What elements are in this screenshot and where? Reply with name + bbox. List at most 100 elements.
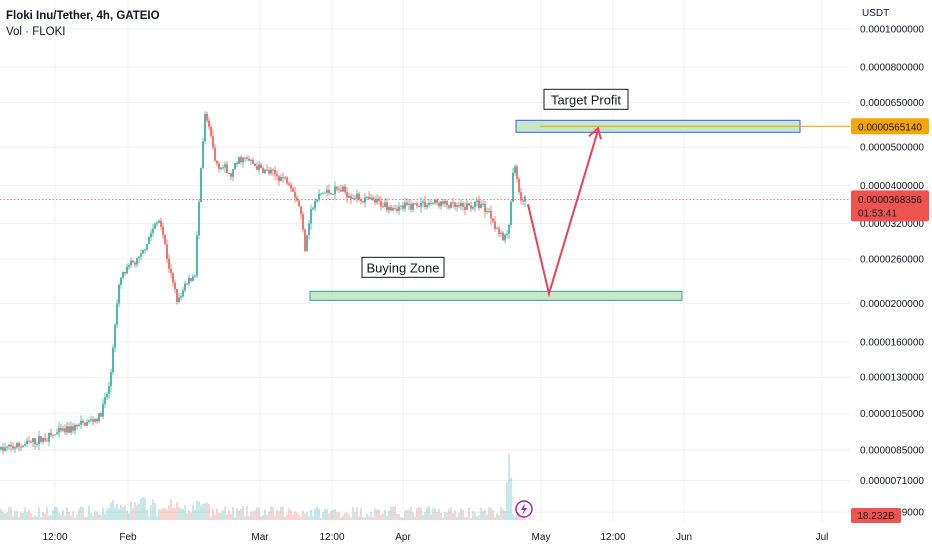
candle-body [174, 282, 176, 290]
candle-body [62, 428, 64, 431]
candle-body [488, 210, 490, 212]
volume-bar [486, 514, 488, 520]
volume-bar [260, 516, 262, 520]
volume-bar [100, 515, 102, 520]
volume-bar [324, 508, 326, 520]
candle-body [80, 420, 82, 425]
volume-bar [80, 506, 82, 520]
candle-body [328, 189, 330, 194]
candle-body [240, 156, 242, 163]
candle-body [84, 422, 86, 426]
candle-body [254, 163, 256, 166]
volume-bar [404, 510, 406, 520]
candle-body [372, 197, 374, 200]
candle-body [34, 438, 36, 445]
candle-body [370, 197, 372, 200]
candle-body [400, 205, 402, 207]
volume-bar [208, 504, 210, 520]
volume-bar [104, 513, 106, 520]
candle-body [246, 157, 248, 159]
candle-body [110, 372, 112, 386]
volume-bar [326, 509, 328, 520]
volume-bar [416, 507, 418, 520]
volume-bar [356, 507, 358, 520]
volume-bars [0, 454, 526, 520]
volume-bar [48, 515, 50, 520]
candle-body [430, 202, 432, 204]
volume-bar [284, 516, 286, 520]
candle-body [344, 186, 346, 193]
candle-body [94, 419, 96, 422]
candle-body [32, 438, 34, 442]
candle-body [358, 193, 360, 200]
candle-body [366, 196, 368, 198]
candle-body [408, 203, 410, 205]
candle-body [364, 197, 366, 203]
candle-body [368, 196, 370, 200]
candle-body [26, 440, 28, 445]
candle-body [90, 419, 92, 421]
volume-bar [460, 508, 462, 520]
volume-bar [248, 515, 250, 520]
volume-bar [44, 513, 46, 520]
candle-body [518, 178, 520, 193]
volume-bar [514, 516, 516, 520]
candle-body [206, 113, 208, 121]
volume-bar [10, 507, 12, 520]
candle-body [316, 199, 318, 202]
candle-body [404, 202, 406, 209]
volume-bar [360, 507, 362, 520]
price-tick-label: 0.0001000000 [860, 24, 924, 35]
volume-bar [18, 517, 20, 520]
volume-bar [408, 509, 410, 520]
volume-bar [350, 517, 352, 520]
volume-bar [226, 514, 228, 520]
volume-bar [14, 511, 16, 520]
price-tick-label: 0.0000650000 [860, 98, 924, 109]
price-tick-label: 0.0000400000 [860, 181, 924, 192]
volume-bar [86, 516, 88, 520]
volume-bar [216, 508, 218, 520]
candle-body [324, 192, 326, 194]
volume-bar [272, 506, 274, 520]
price-tick-label: 0.0000160000 [860, 337, 924, 348]
volume-bar [102, 507, 104, 520]
volume-bar [144, 497, 146, 520]
time-tick-label: Apr [395, 532, 411, 543]
volume-bar [258, 507, 260, 520]
candle-body [102, 404, 104, 417]
candle-body [190, 278, 192, 281]
price-tick-label: 0.0000200000 [860, 299, 924, 310]
volume-bar [232, 507, 234, 520]
price-tick-label: 0.0000130000 [860, 373, 924, 384]
volume-bar [190, 512, 192, 520]
arrow-head [588, 126, 602, 140]
candle-body [296, 197, 298, 201]
price-axis[interactable]: 0.0001000000 0.0000800000 0.0000650000 0.00… [850, 0, 932, 550]
volume-bar [92, 516, 94, 520]
currency-label: USDT [862, 8, 889, 19]
volume-bar [342, 515, 344, 520]
candle-body [332, 194, 334, 195]
candle-body [4, 447, 6, 451]
candle-body [500, 232, 502, 234]
candle-body [6, 446, 8, 448]
candle-body [196, 235, 198, 276]
candle-body [72, 426, 74, 431]
volume-bar [98, 514, 100, 520]
candle-body [114, 324, 116, 348]
volume-bar [250, 511, 252, 520]
volume-bar [54, 506, 56, 520]
volume-bar [510, 477, 512, 520]
candle-body [50, 432, 52, 436]
time-axis[interactable]: 12:00 Feb Mar 12:00 Apr May 12:00 Jun Jul [0, 522, 850, 550]
candle-body [24, 444, 26, 446]
target-price-tag-bg [851, 118, 929, 135]
volume-bar [380, 515, 382, 520]
volume-bar [438, 508, 440, 520]
volume-bar [20, 511, 22, 520]
candle-body [454, 202, 456, 207]
candle-body [42, 438, 44, 442]
candle-body [320, 193, 322, 195]
